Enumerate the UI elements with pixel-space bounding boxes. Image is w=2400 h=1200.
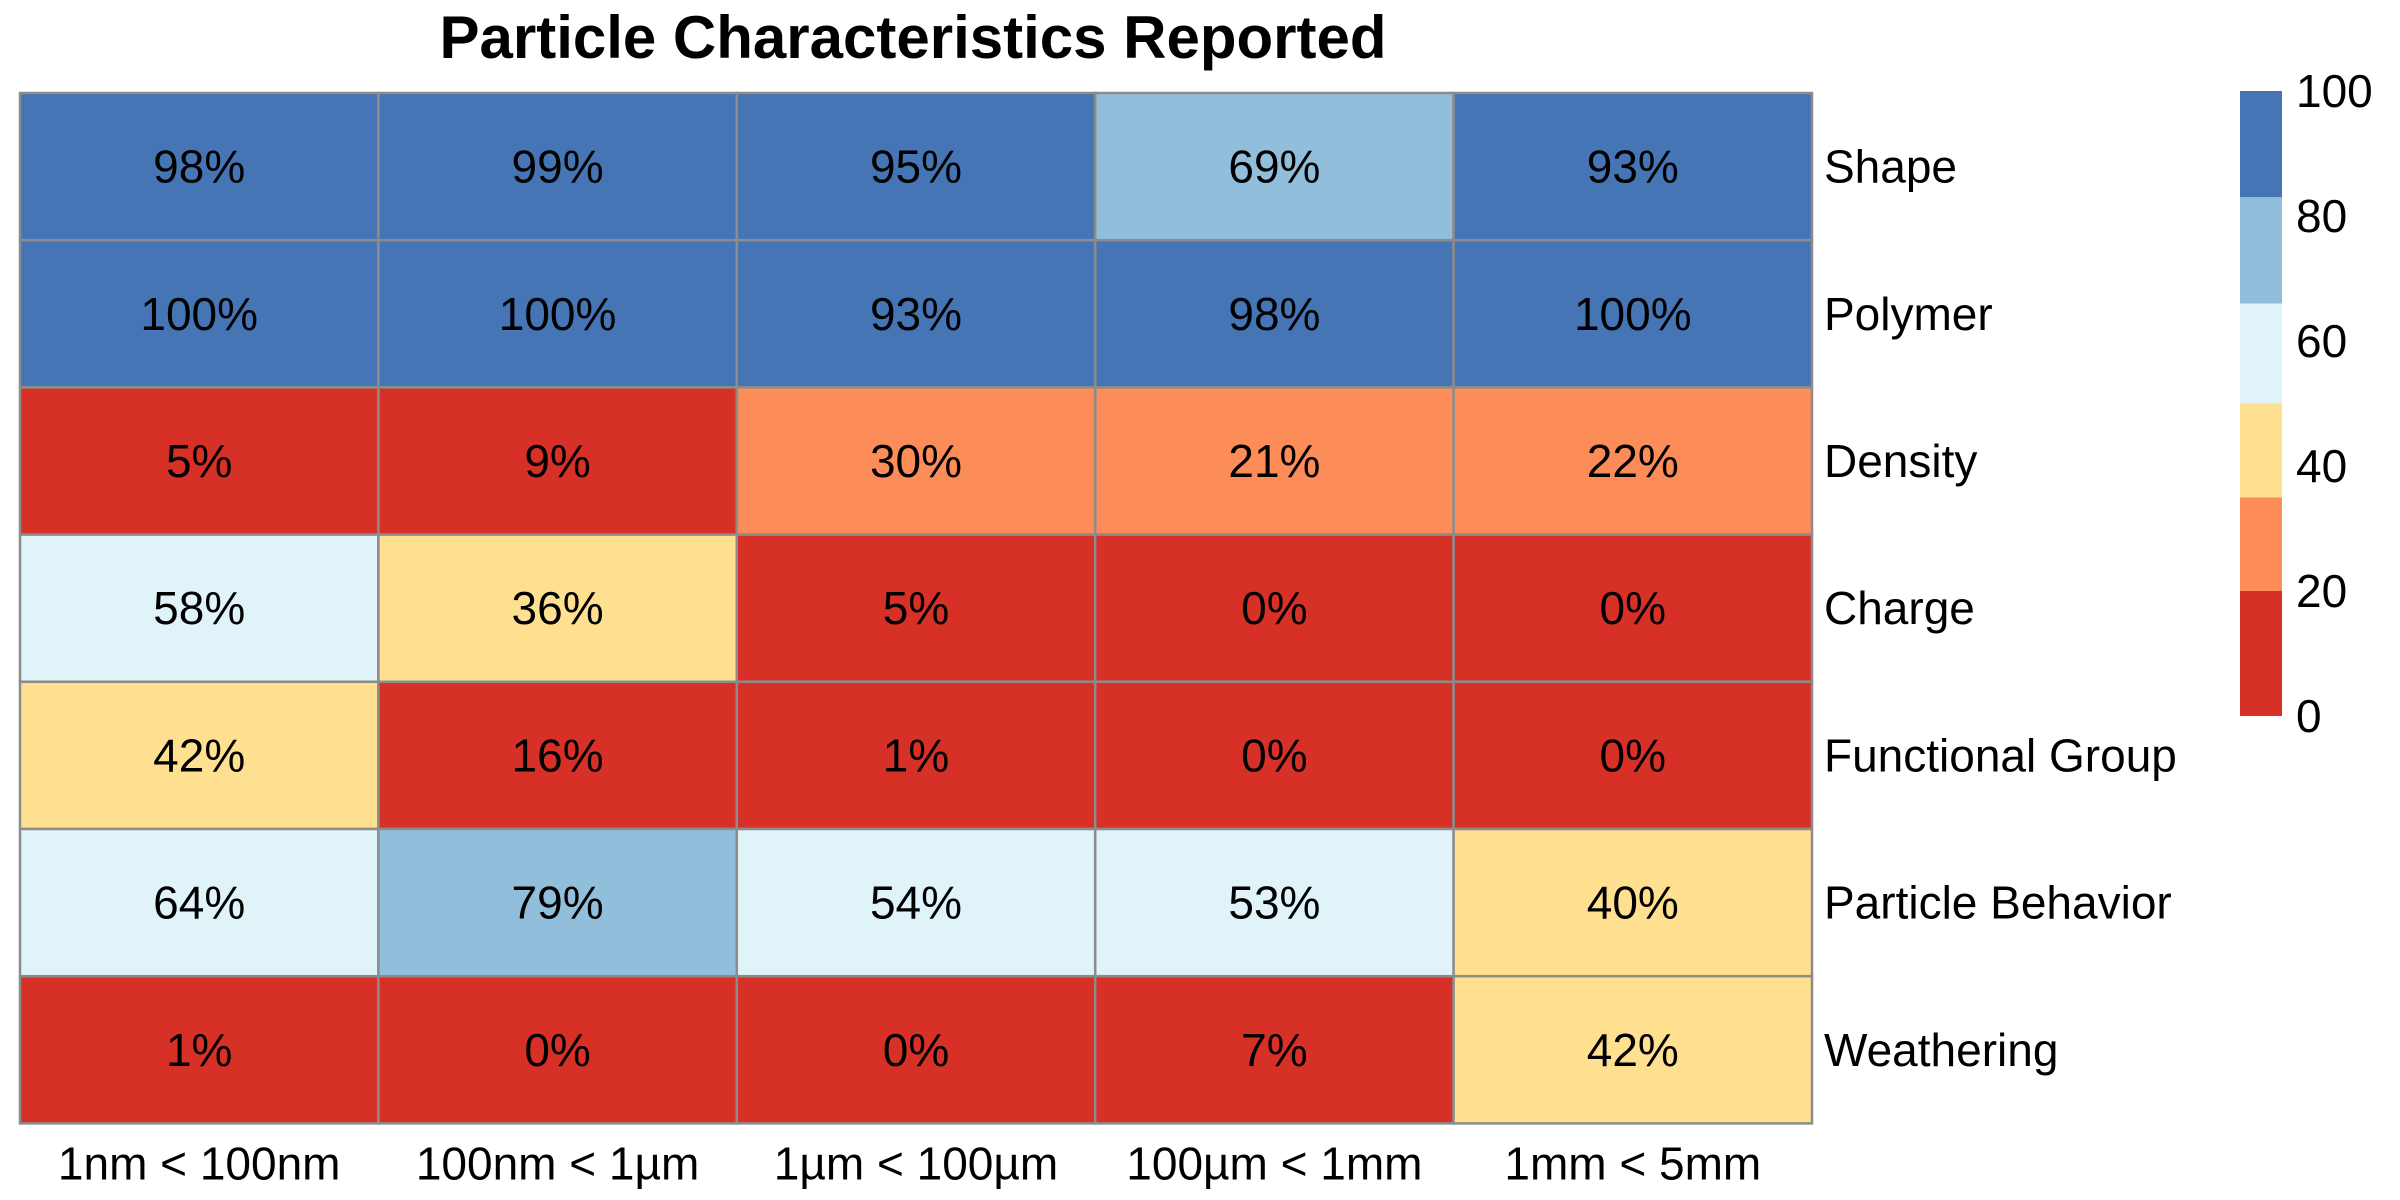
heatmap-cell xyxy=(18,91,380,242)
heatmap-cell xyxy=(18,680,380,831)
heatmap-cell xyxy=(735,680,1097,831)
cell-value-label: 21% xyxy=(1228,435,1320,487)
color-legend xyxy=(2240,91,2282,716)
cell-value-label: 0% xyxy=(524,1024,590,1076)
cell-value-label: 53% xyxy=(1228,877,1320,929)
cell-value-label: 36% xyxy=(512,582,604,634)
cell-value-label: 64% xyxy=(153,877,245,929)
row-label: Polymer xyxy=(1824,288,1993,340)
cell-value-label: 100% xyxy=(499,288,617,340)
legend-tick-label: 40 xyxy=(2296,440,2347,492)
color-legend-labels: 100 80 60 40 20 0 xyxy=(2296,65,2373,742)
heatmap-cell xyxy=(377,386,739,536)
heatmap-cell xyxy=(1452,533,1814,684)
heatmap-cell xyxy=(1452,386,1814,536)
heatmap-cell xyxy=(377,680,739,831)
cell-value-label: 0% xyxy=(1600,729,1666,781)
cell-value-label: 0% xyxy=(1600,582,1666,634)
column-label: 100nm < 1µm xyxy=(416,1137,699,1189)
legend-color-band xyxy=(2240,591,2282,716)
cell-value-label: 99% xyxy=(512,141,604,193)
heatmap-cell xyxy=(1093,974,1455,1125)
cell-value-label: 58% xyxy=(153,582,245,634)
row-label: Particle Behavior xyxy=(1824,877,2172,929)
chart-title: Particle Characteristics Reported xyxy=(439,4,1386,71)
heatmap-cell xyxy=(1093,386,1455,536)
legend-color-band xyxy=(2240,197,2282,304)
cell-value-label: 1% xyxy=(166,1024,232,1076)
legend-tick-label: 20 xyxy=(2296,565,2347,617)
heatmap-cell xyxy=(1093,91,1455,242)
heatmap-cell xyxy=(735,827,1097,978)
cell-value-label: 98% xyxy=(153,141,245,193)
cell-value-label: 0% xyxy=(1241,582,1307,634)
cell-value-label: 5% xyxy=(883,582,949,634)
cell-value-label: 42% xyxy=(153,729,245,781)
heatmap-cell xyxy=(377,91,739,242)
row-label: Charge xyxy=(1824,582,1975,634)
cell-value-label: 79% xyxy=(512,877,604,929)
heatmap-cell xyxy=(1093,533,1455,684)
cell-value-label: 100% xyxy=(1574,288,1692,340)
heatmap-cell xyxy=(377,827,739,978)
legend-tick-label: 60 xyxy=(2296,315,2347,367)
heatmap-cell xyxy=(18,974,380,1125)
heatmap-cell-labels: 98% 99% 95% 69% 93% 100% 100% 93% 98% 100% 5% 9% 30%… xyxy=(140,141,1691,1076)
row-labels: Shape Polymer Density Charge Functional Grou… xyxy=(1824,141,2177,1076)
row-label: Density xyxy=(1824,435,1977,487)
cell-value-label: 30% xyxy=(870,435,962,487)
heatmap-cell xyxy=(1452,974,1814,1125)
heatmap-cell xyxy=(735,91,1097,242)
heatmap-cell xyxy=(1093,827,1455,978)
heatmap-cell xyxy=(735,238,1097,389)
cell-value-label: 54% xyxy=(870,877,962,929)
cell-value-label: 7% xyxy=(1241,1024,1307,1076)
cell-value-label: 5% xyxy=(166,435,232,487)
cell-value-label: 69% xyxy=(1228,141,1320,193)
heatmap-cell xyxy=(735,533,1097,684)
cell-value-label: 93% xyxy=(870,288,962,340)
heatmap-cell xyxy=(377,533,739,684)
heatmap-cell xyxy=(18,533,380,684)
column-label: 1nm < 100nm xyxy=(58,1137,341,1189)
legend-tick-label: 80 xyxy=(2296,190,2347,242)
row-label: Shape xyxy=(1824,141,1957,193)
row-label: Functional Group xyxy=(1824,729,2177,781)
heatmap-cell xyxy=(1452,91,1814,242)
column-label: 1µm < 100µm xyxy=(774,1137,1058,1189)
legend-tick-label: 100 xyxy=(2296,65,2373,117)
cell-value-label: 98% xyxy=(1228,288,1320,340)
legend-color-band xyxy=(2240,497,2282,591)
cell-value-label: 95% xyxy=(870,141,962,193)
heatmap-cell xyxy=(735,386,1097,536)
legend-tick-label: 0 xyxy=(2296,690,2322,742)
heatmap-cell xyxy=(1452,238,1814,389)
legend-color-band xyxy=(2240,403,2282,498)
heatmap-cell xyxy=(1452,680,1814,831)
heatmap-cell xyxy=(1452,827,1814,978)
cell-value-label: 22% xyxy=(1587,435,1679,487)
row-label: Weathering xyxy=(1824,1024,2058,1076)
cell-value-label: 42% xyxy=(1587,1024,1679,1076)
column-label: 1mm < 5mm xyxy=(1504,1137,1761,1189)
cell-value-label: 0% xyxy=(1241,729,1307,781)
column-label: 100µm < 1mm xyxy=(1126,1137,1422,1189)
cell-value-label: 1% xyxy=(883,729,949,781)
legend-color-band xyxy=(2240,91,2282,198)
cell-value-label: 93% xyxy=(1587,141,1679,193)
heatmap-cells xyxy=(18,91,1814,1125)
cell-value-label: 40% xyxy=(1587,877,1679,929)
cell-value-label: 100% xyxy=(140,288,258,340)
legend-color-band xyxy=(2240,303,2282,404)
cell-value-label: 9% xyxy=(524,435,590,487)
column-labels: 1nm < 100nm 100nm < 1µm 1µm < 100µm 100µm <… xyxy=(58,1137,1761,1189)
cell-value-label: 16% xyxy=(512,729,604,781)
cell-value-label: 0% xyxy=(883,1024,949,1076)
heatmap-cell xyxy=(18,238,380,389)
